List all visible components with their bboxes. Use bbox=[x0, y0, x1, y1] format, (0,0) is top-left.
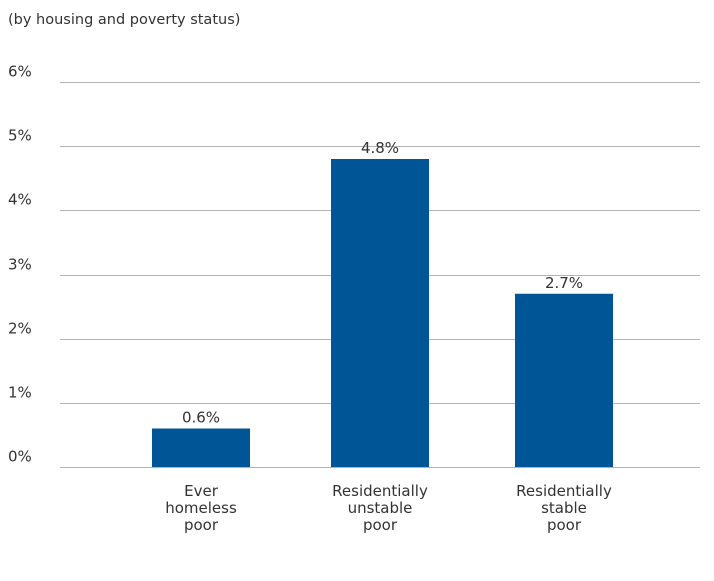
category-label-line: homeless bbox=[165, 499, 237, 517]
y-tick-label: 3% bbox=[8, 256, 32, 274]
category-label-line: Residentially bbox=[516, 482, 612, 500]
category-label-line: stable bbox=[541, 499, 587, 517]
bars bbox=[152, 159, 613, 467]
bar bbox=[515, 293, 613, 467]
category-label: Residentially unstable poor bbox=[332, 482, 428, 534]
data-label: 4.8% bbox=[361, 139, 399, 157]
bar bbox=[331, 159, 429, 467]
y-tick-label: 0% bbox=[8, 448, 32, 466]
data-label: 0.6% bbox=[182, 409, 220, 427]
y-tick-label: 1% bbox=[8, 384, 32, 402]
bar bbox=[152, 428, 250, 467]
category-label-line: unstable bbox=[348, 499, 413, 517]
category-label-line: poor bbox=[547, 516, 582, 534]
y-tick-label: 4% bbox=[8, 191, 32, 209]
y-tick-label: 6% bbox=[8, 63, 32, 81]
category-label-line: poor bbox=[184, 516, 219, 534]
category-label: Residentially stable poor bbox=[516, 482, 612, 534]
data-label: 2.7% bbox=[545, 274, 583, 292]
chart-subtitle: (by housing and poverty status) bbox=[8, 12, 240, 28]
category-label-line: Ever bbox=[184, 482, 219, 500]
category-label-line: poor bbox=[363, 516, 398, 534]
y-tick-label: 5% bbox=[8, 127, 32, 145]
category-label-line: Residentially bbox=[332, 482, 428, 500]
data-labels: 0.6% 4.8% 2.7% bbox=[182, 139, 583, 427]
category-label: Ever homeless poor bbox=[165, 482, 237, 534]
y-tick-label: 2% bbox=[8, 320, 32, 338]
y-axis-tick-labels: 0% 1% 2% 3% 4% 5% 6% bbox=[8, 63, 32, 466]
